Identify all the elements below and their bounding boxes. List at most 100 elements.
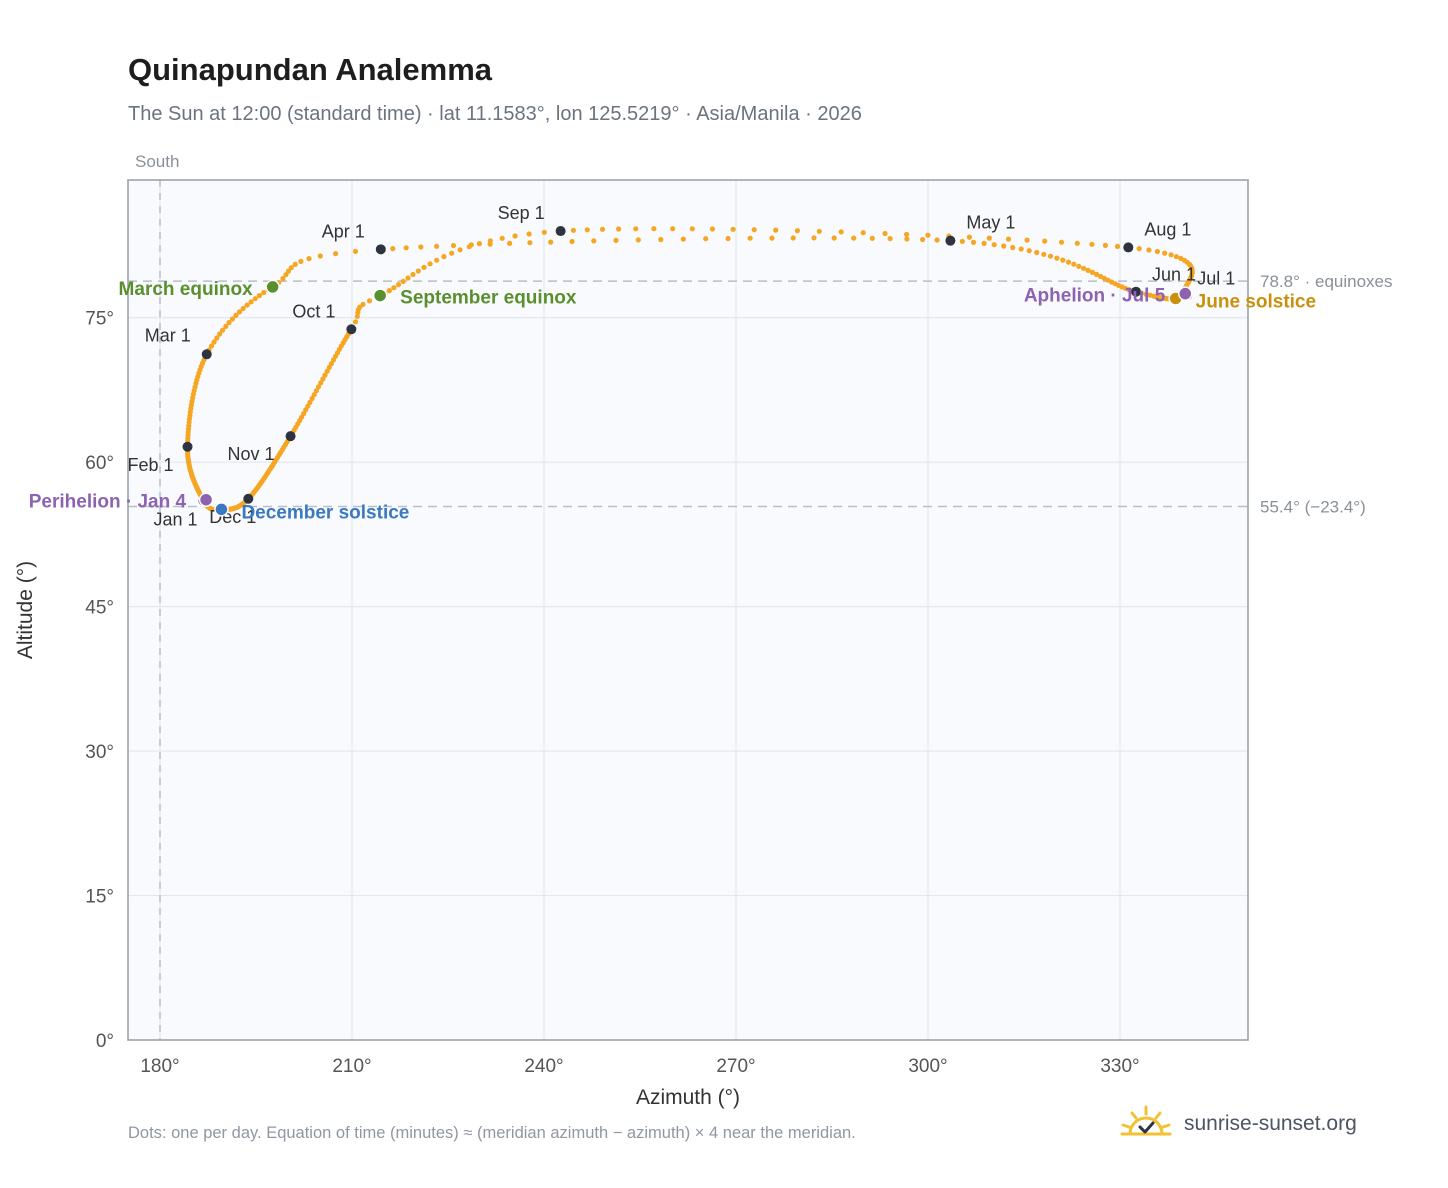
daily-sun-dot (400, 278, 406, 284)
daily-sun-dot (233, 312, 239, 318)
daily-sun-dot (1162, 250, 1168, 256)
daily-sun-dot (658, 236, 664, 243)
month-marker (346, 324, 357, 335)
month-marker (945, 235, 956, 246)
event-label: June solstice (1196, 291, 1316, 312)
daily-sun-dot (352, 248, 359, 254)
month-marker (182, 441, 193, 452)
daily-sun-dot (418, 244, 424, 250)
daily-sun-dot (869, 235, 875, 241)
daily-sun-dot (309, 395, 315, 402)
daily-sun-dot (703, 236, 709, 242)
month-label: Mar 1 (145, 325, 191, 345)
daily-sun-dot (1047, 253, 1054, 259)
daily-sun-dot (391, 285, 397, 291)
daily-sun-dot (313, 388, 319, 394)
daily-sun-dot (211, 339, 217, 345)
daily-sun-dot (651, 226, 657, 232)
daily-sun-dot (236, 309, 243, 315)
month-marker (285, 431, 296, 442)
daily-sun-dot (415, 268, 421, 274)
month-marker (243, 493, 254, 504)
daily-sun-dot (570, 227, 577, 233)
daily-sun-dot (1114, 243, 1121, 249)
daily-sun-dot (541, 229, 547, 235)
chart-subtitle: The Sun at 12:00 (standard time) · lat 1… (128, 103, 862, 125)
month-marker (555, 226, 566, 237)
daily-sun-dot (527, 240, 533, 246)
month-marker (375, 244, 386, 255)
month-label: Jan 1 (153, 510, 197, 530)
daily-sun-dot (252, 296, 258, 302)
daily-sun-dot (1093, 271, 1100, 277)
daily-sun-dot (1168, 252, 1174, 258)
daily-sun-dot (244, 302, 250, 308)
brand[interactable]: sunrise-sunset.org (1120, 1100, 1357, 1148)
daily-sun-dot (1102, 242, 1108, 248)
month-label: May 1 (966, 213, 1015, 233)
daily-sun-dot (1041, 251, 1047, 257)
daily-sun-dot (450, 242, 457, 249)
event-label: March equinox (119, 279, 254, 300)
x-tick-label: 180° (140, 1056, 179, 1077)
event-marker (372, 288, 388, 303)
daily-sun-dot (959, 238, 965, 244)
event-label: Aphelion · Jul 5 (1024, 286, 1166, 307)
y-tick-label: 0° (96, 1031, 114, 1052)
daily-sun-dot (811, 235, 817, 241)
daily-sun-dot (920, 236, 926, 243)
daily-sun-dot (1143, 291, 1149, 297)
daily-sun-dot (507, 240, 513, 246)
daily-sun-dot (229, 316, 235, 322)
daily-sun-dot (751, 227, 757, 233)
daily-sun-dot (1005, 236, 1012, 242)
daily-sun-dot (986, 235, 992, 241)
daily-sun-dot (1178, 255, 1184, 261)
daily-sun-dot (390, 246, 396, 252)
y-tick-label: 45° (85, 598, 114, 619)
daily-sun-dot (934, 237, 940, 243)
month-label: Aug 1 (1144, 219, 1191, 239)
daily-sun-dot (709, 226, 716, 232)
daily-sun-dot (226, 320, 232, 326)
daily-sun-dot (1089, 241, 1095, 247)
event-label: September equinox (400, 288, 577, 309)
daily-sun-dot (860, 230, 866, 236)
daily-sun-dot (794, 228, 801, 234)
daily-sun-dot (790, 235, 796, 241)
daily-sun-dot (613, 237, 619, 243)
event-label: December solstice (241, 502, 409, 523)
daily-sun-dot (248, 299, 254, 305)
daily-sun-dot (904, 236, 910, 242)
month-label: Feb 1 (127, 455, 173, 475)
daily-sun-dot (208, 343, 215, 349)
month-marker (1131, 286, 1141, 297)
footnote: Dots: one per day. Equation of time (min… (128, 1124, 856, 1142)
daily-sun-dot (441, 254, 447, 260)
daily-sun-dot (887, 236, 893, 242)
daily-sun-dot (747, 235, 753, 241)
daily-sun-dot (324, 368, 330, 374)
daily-sun-dot (395, 282, 402, 288)
daily-sun-dot (261, 290, 267, 296)
daily-sun-dot (1081, 265, 1087, 271)
daily-sun-dot (405, 275, 411, 281)
daily-sun-dot (288, 265, 294, 271)
daily-sun-dot (633, 226, 639, 232)
daily-sun-dot (306, 256, 312, 262)
daily-sun-dot (1154, 248, 1160, 255)
daily-sun-dot (670, 226, 676, 232)
y-tick-label: 15° (85, 887, 114, 908)
x-tick-label: 300° (908, 1056, 947, 1077)
daily-sun-dot (352, 319, 359, 325)
x-tick-label: 210° (332, 1056, 371, 1077)
daily-sun-dot (635, 237, 641, 243)
plot-frame (127, 179, 1249, 1041)
daily-sun-dot (499, 235, 505, 241)
x-axis-label: Azimuth (°) (636, 1086, 740, 1109)
daily-sun-dot (434, 257, 440, 263)
daily-sun-dot (487, 238, 493, 244)
daily-sun-dot (449, 250, 455, 256)
event-marker (214, 502, 229, 517)
daily-sun-dot (217, 331, 223, 337)
